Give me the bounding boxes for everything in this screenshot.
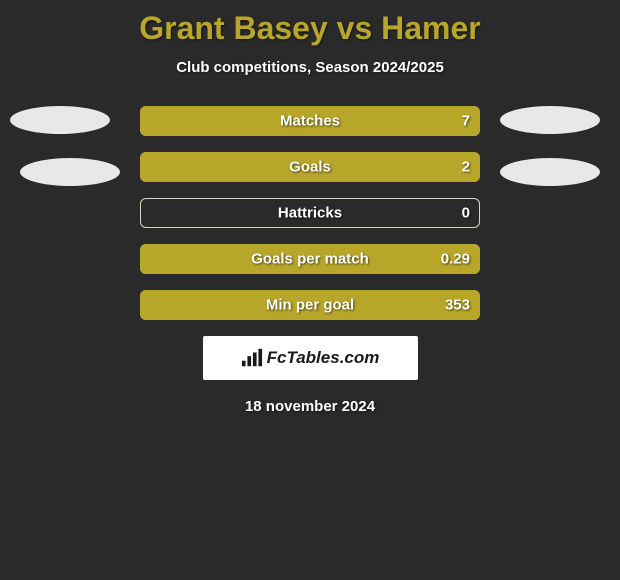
bar-fill bbox=[140, 244, 480, 274]
subtitle: Club competitions, Season 2024/2025 bbox=[0, 59, 620, 76]
site-logo-text: FcTables.com bbox=[267, 348, 380, 368]
page-title: Grant Basey vs Hamer bbox=[0, 0, 620, 47]
bar-fill bbox=[140, 106, 480, 136]
footer-date: 18 november 2024 bbox=[0, 398, 620, 415]
stat-bar: Goals2 bbox=[140, 152, 480, 182]
bar-fill bbox=[140, 290, 480, 320]
barchart-icon bbox=[241, 348, 263, 368]
side-ellipse bbox=[10, 106, 110, 134]
site-logo[interactable]: FcTables.com bbox=[203, 336, 418, 380]
stat-bar: Hattricks0 bbox=[140, 198, 480, 228]
stat-bar: Min per goal353 bbox=[140, 290, 480, 320]
stat-bar: Goals per match0.29 bbox=[140, 244, 480, 274]
side-ellipse bbox=[20, 158, 120, 186]
comparison-chart: Matches7 Goals2 Hattricks0 Goals per match0… bbox=[0, 106, 620, 320]
side-ellipse bbox=[500, 158, 600, 186]
bar-background bbox=[140, 198, 480, 228]
stat-bar: Matches7 bbox=[140, 106, 480, 136]
bar-fill bbox=[140, 152, 480, 182]
side-ellipse bbox=[500, 106, 600, 134]
